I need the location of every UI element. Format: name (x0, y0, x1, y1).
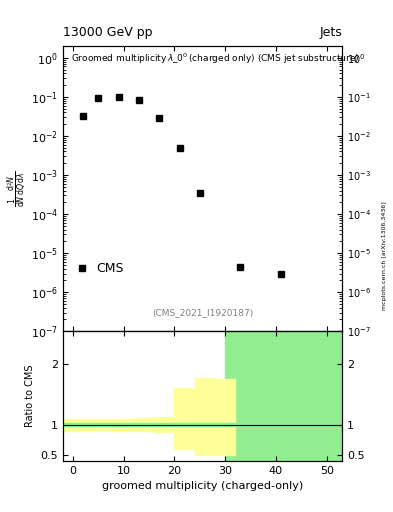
Text: Jets: Jets (319, 26, 342, 39)
Text: CMS: CMS (96, 262, 124, 275)
Text: 13000 GeV pp: 13000 GeV pp (63, 26, 152, 39)
Y-axis label: Ratio to CMS: Ratio to CMS (25, 365, 35, 427)
Text: (CMS_2021_I1920187): (CMS_2021_I1920187) (152, 308, 253, 317)
X-axis label: groomed multiplicity (charged-only): groomed multiplicity (charged-only) (102, 481, 303, 491)
Y-axis label: $\frac{1}{\mathrm{d}N}\frac{\mathrm{d}^2N}{\mathrm{d}Q\,\mathrm{d}\lambda}$: $\frac{1}{\mathrm{d}N}\frac{\mathrm{d}^2… (6, 170, 28, 207)
Text: mcplots.cern.ch [arXiv:1306.3436]: mcplots.cern.ch [arXiv:1306.3436] (382, 202, 387, 310)
Text: Groomed multiplicity$\,\lambda\_0^0\,$(charged only) (CMS jet substructure): Groomed multiplicity$\,\lambda\_0^0\,$(c… (71, 52, 360, 66)
